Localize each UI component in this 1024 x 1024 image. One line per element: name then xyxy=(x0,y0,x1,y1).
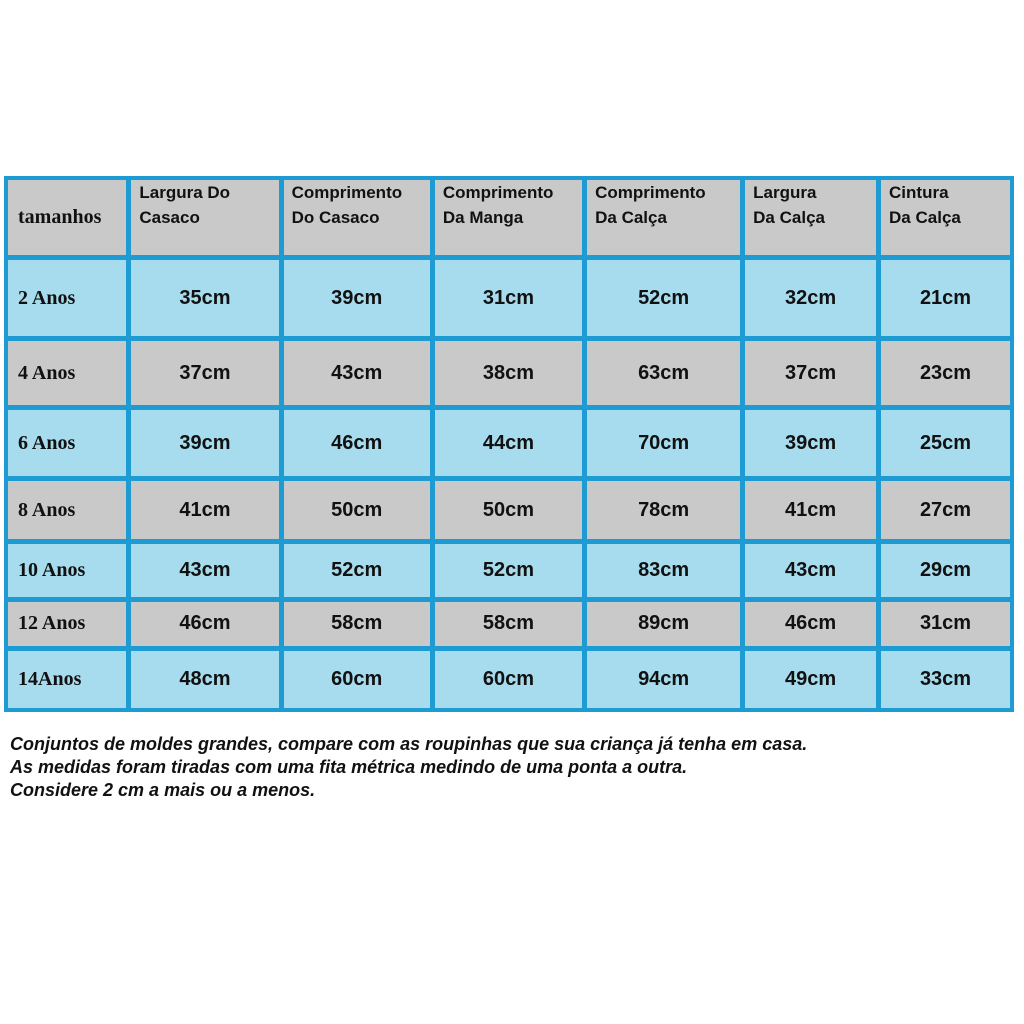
measure-cell: 46cm xyxy=(745,601,877,646)
size-table: tamanhos Largura Do Casaco Comprimento Do Ca… xyxy=(4,176,1014,712)
measure-cell: 58cm xyxy=(434,601,583,646)
note-line: Conjuntos de moldes grandes, compare com… xyxy=(10,734,808,754)
header-text: Comprimento xyxy=(291,183,403,202)
header-cell: Cintura Da Calça xyxy=(881,180,1010,256)
measure-cell: 39cm xyxy=(131,410,279,477)
measure-cell: 63cm xyxy=(587,340,741,406)
measure-cell: 31cm xyxy=(881,601,1010,646)
measure-cell: 52cm xyxy=(587,260,741,336)
header-text: Largura xyxy=(753,183,817,202)
size-label: 10 Anos xyxy=(8,544,127,597)
measure-cell: 43cm xyxy=(131,544,279,597)
note-line: As medidas foram tiradas com uma fita mé… xyxy=(10,757,688,777)
measure-cell: 39cm xyxy=(745,410,877,477)
measure-cell: 58cm xyxy=(283,601,430,646)
measure-cell: 44cm xyxy=(434,410,583,477)
measure-cell: 32cm xyxy=(745,260,877,336)
measure-cell: 89cm xyxy=(587,601,741,646)
measure-cell: 33cm xyxy=(881,650,1010,708)
measure-cell: 25cm xyxy=(881,410,1010,477)
header-cell: tamanhos xyxy=(8,180,127,256)
measure-cell: 41cm xyxy=(131,481,279,540)
measure-cell: 27cm xyxy=(881,481,1010,540)
header-text: Casaco xyxy=(139,208,200,227)
measure-cell: 52cm xyxy=(434,544,583,597)
measure-cell: 21cm xyxy=(881,260,1010,336)
measure-cell: 41cm xyxy=(745,481,877,540)
measure-cell: 39cm xyxy=(283,260,430,336)
measure-cell: 50cm xyxy=(434,481,583,540)
measure-cell: 83cm xyxy=(587,544,741,597)
header-cell: Comprimento Da Calça xyxy=(587,180,741,256)
size-label: 2 Anos xyxy=(8,260,127,336)
measure-cell: 43cm xyxy=(745,544,877,597)
measure-cell: 78cm xyxy=(587,481,741,540)
header-text: Comprimento xyxy=(595,183,706,202)
size-label: 4 Anos xyxy=(8,340,127,406)
header-text: Cintura xyxy=(889,183,949,202)
header-text: Da Calça xyxy=(753,208,825,227)
measure-cell: 23cm xyxy=(881,340,1010,406)
header-text: Do Casaco xyxy=(291,208,380,227)
size-label: 14Anos xyxy=(8,650,127,708)
measure-cell: 52cm xyxy=(283,544,430,597)
measure-cell: 60cm xyxy=(434,650,583,708)
header-text: Da Manga xyxy=(442,208,524,227)
header-text: Da Calça xyxy=(889,208,961,227)
header-text: Da Calça xyxy=(595,208,667,227)
notes: Conjuntos de moldes grandes, compare com… xyxy=(10,733,807,802)
measure-cell: 49cm xyxy=(745,650,877,708)
header-text: tamanhos xyxy=(18,206,102,229)
measure-cell: 37cm xyxy=(745,340,877,406)
note-line: Considere 2 cm a mais ou a menos. xyxy=(10,780,316,800)
header-text: Comprimento xyxy=(442,183,554,202)
header-cell: Largura Da Calça xyxy=(745,180,877,256)
size-label: 12 Anos xyxy=(8,601,127,646)
header-cell: Largura Do Casaco xyxy=(131,180,279,256)
header-text: Largura Do xyxy=(139,183,231,202)
measure-cell: 60cm xyxy=(283,650,430,708)
header-cell: Comprimento Da Manga xyxy=(434,180,583,256)
measure-cell: 31cm xyxy=(434,260,583,336)
measure-cell: 50cm xyxy=(283,481,430,540)
measure-cell: 35cm xyxy=(131,260,279,336)
measure-cell: 29cm xyxy=(881,544,1010,597)
header-cell: Comprimento Do Casaco xyxy=(283,180,430,256)
size-label: 6 Anos xyxy=(8,410,127,477)
measure-cell: 46cm xyxy=(131,601,279,646)
measure-cell: 43cm xyxy=(283,340,430,406)
measure-cell: 70cm xyxy=(587,410,741,477)
measure-cell: 38cm xyxy=(434,340,583,406)
size-label: 8 Anos xyxy=(8,481,127,540)
measure-cell: 46cm xyxy=(283,410,430,477)
measure-cell: 37cm xyxy=(131,340,279,406)
measure-cell: 94cm xyxy=(587,650,741,708)
measure-cell: 48cm xyxy=(131,650,279,708)
